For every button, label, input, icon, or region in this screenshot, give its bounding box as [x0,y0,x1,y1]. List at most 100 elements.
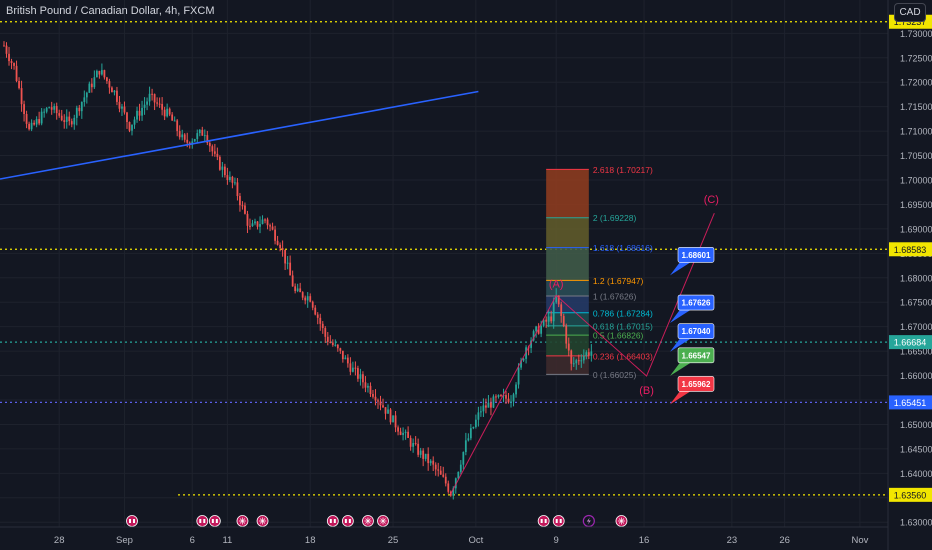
wave-path [450,213,715,495]
candle-body [462,452,465,465]
candle-body [216,153,219,157]
candle-body [532,331,535,341]
event-globe-icon[interactable] [377,515,389,527]
price-scale[interactable]: 1.73000 1.72500 1.72000 1.71500 1.71000 1.705… [900,29,932,528]
price-tick-label: 1.71500 [900,102,932,112]
candle-body [392,415,394,423]
candle-body [517,367,520,385]
globe-icon-line [259,518,266,524]
candle-body [459,464,462,472]
candle-body [223,166,226,176]
candle-body [291,275,294,287]
candle-body [452,488,455,496]
event-flag-icon[interactable] [196,515,209,527]
price-callouts[interactable]: 1.68601 1.67626 1.67040 1.66547 1.65962 [670,247,715,405]
candle-body [75,107,78,118]
candle-body [515,384,517,395]
candle-body [30,122,33,130]
candle-body [121,106,123,109]
candle-body [163,109,166,117]
wave-label: (C) [704,194,719,206]
fib-level-label: 0.618 (1.67015) [593,321,653,331]
time-tick-label: Nov [851,535,868,546]
price-tick-label: 1.70500 [900,151,932,161]
candle-body [565,325,568,344]
candle-body [206,135,209,143]
candle-body [15,65,18,81]
event-globe-icon[interactable] [615,515,628,527]
candle-body [537,326,540,334]
candle-body [296,288,299,292]
candle-body [570,350,573,364]
price-label-text: 1.63560 [894,490,927,500]
candle-body [585,352,588,356]
event-flag-icon[interactable] [537,515,550,527]
candle-body [362,374,364,383]
event-globe-icon[interactable] [236,515,249,527]
candle-body [334,344,337,346]
currency-button[interactable]: CAD [894,3,926,22]
globe-icon-line [380,518,386,524]
callout-pointer [670,307,692,324]
event-flag-icon[interactable] [326,515,339,527]
event-flag-icon[interactable] [341,515,354,527]
event-flag-icon[interactable] [208,515,221,527]
candle-body [141,107,143,116]
candle-body [274,229,276,241]
candle-body [266,219,269,226]
fib-level-label: 1 (1.67626) [593,292,637,302]
candle-body [540,325,543,334]
candle-body [469,428,472,439]
candle-body [221,166,224,170]
candle-body [65,116,68,122]
candle-body [241,205,244,207]
candle-body [397,427,399,432]
time-tick-label: Oct [468,535,483,546]
candle-body [80,102,83,112]
callout-box [677,376,715,392]
candle-body [326,336,329,342]
wave-label: (B) [639,385,654,397]
candle-body [577,360,580,362]
event-flag-icon[interactable] [126,515,138,527]
fib-extension-tool[interactable]: 2.618 (1.70217) 2 (1.69228) 1.618 (1.68616… [546,165,653,380]
price-tick-label: 1.64500 [900,444,932,454]
price-scale-bg[interactable] [888,0,932,550]
candle-body [123,106,126,113]
event-bolt-icon[interactable] [582,514,595,528]
price-tick-label: 1.63000 [900,518,932,528]
candle-body [379,401,382,406]
candle-body [367,385,369,388]
candle-body [261,219,264,225]
price-scale-labels: 1.73237 1.68583 1.66684 1.65451 1.63560 [889,14,932,502]
candle-body [50,107,53,110]
event-flag-icon[interactable] [552,515,565,527]
candle-body [505,395,507,399]
drawings[interactable]: (A) (B) (C) [0,90,719,495]
candle-body [301,292,304,298]
candle-body [582,355,585,361]
callout-label: 1.66547 [682,351,711,360]
callout-pointer [670,259,692,276]
candle-body [83,97,86,103]
candle-body [414,443,417,445]
time-scale[interactable]: 28 Sep 6 11 18 25 Oct 9 16 23 26 Nov [54,535,869,546]
candle-body [454,478,457,489]
candle-body [161,103,164,110]
candle-body [562,316,565,326]
candle-body [98,70,101,75]
candle-body [319,317,322,324]
candle-body [284,249,287,264]
candle-body [3,45,5,47]
candle-body [351,367,354,372]
horizontal-levels[interactable] [0,21,888,496]
candle-body [281,247,284,250]
candle-body [507,398,510,403]
callout-box [677,294,715,311]
candle-body [439,470,442,475]
candle-body [464,440,467,453]
candle-body [316,314,319,318]
event-globe-icon[interactable] [362,515,374,527]
event-globe-icon[interactable] [256,515,269,527]
